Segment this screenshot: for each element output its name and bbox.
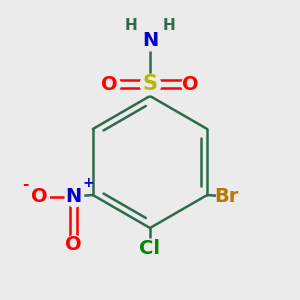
Point bbox=[148, 247, 152, 251]
Point bbox=[107, 82, 112, 86]
Text: O: O bbox=[65, 235, 82, 254]
Point bbox=[71, 194, 76, 199]
Text: O: O bbox=[101, 74, 118, 94]
Text: +: + bbox=[83, 176, 94, 190]
Point bbox=[37, 194, 41, 199]
Point bbox=[148, 38, 152, 43]
Point bbox=[188, 82, 193, 86]
Text: O: O bbox=[31, 187, 47, 206]
Text: N: N bbox=[65, 187, 82, 206]
Text: H: H bbox=[124, 18, 137, 33]
Text: H: H bbox=[163, 18, 176, 33]
Point bbox=[148, 82, 152, 86]
Text: N: N bbox=[142, 31, 158, 50]
Point bbox=[71, 242, 76, 247]
Text: S: S bbox=[142, 74, 158, 94]
Text: -: - bbox=[22, 177, 29, 192]
Text: O: O bbox=[182, 74, 199, 94]
Text: Cl: Cl bbox=[140, 239, 160, 259]
Text: Br: Br bbox=[214, 187, 239, 206]
Point bbox=[224, 194, 229, 199]
